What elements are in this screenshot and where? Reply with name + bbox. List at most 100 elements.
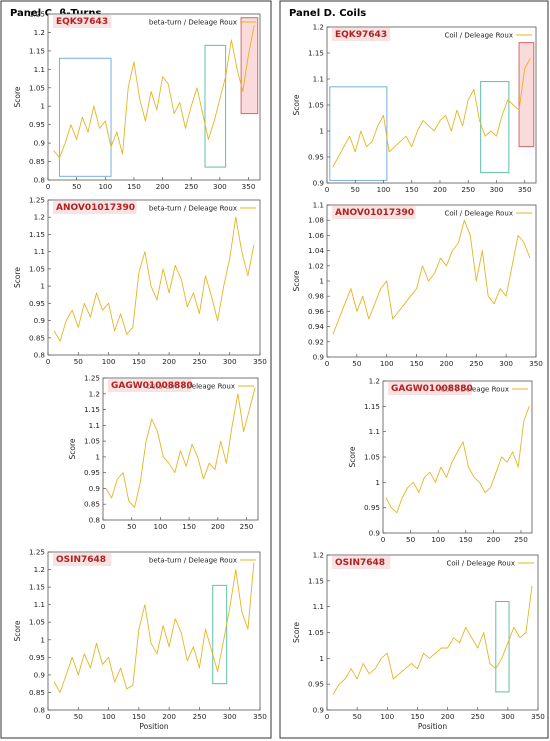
highlight-box [240, 17, 259, 115]
x-tick-label: 100 [102, 357, 116, 366]
x-tick-label: 150 [405, 185, 419, 194]
plot-area [47, 199, 261, 356]
x-tick-label: 100 [102, 712, 116, 721]
plot-area [326, 26, 537, 184]
y-tick-label: 0.95 [308, 153, 324, 162]
x-tick-label: 50 [127, 522, 137, 531]
y-axis-label: Score [13, 86, 22, 107]
plot-area [47, 13, 261, 181]
y-tick-label: 0.95 [84, 468, 100, 477]
x-tick-label: 350 [253, 712, 267, 721]
y-tick-label: 1.05 [29, 618, 45, 627]
y-tick-label: 1.1 [34, 247, 45, 256]
series-line [105, 387, 256, 508]
y-tick-label: 1.2 [34, 28, 45, 37]
y-tick-label: 1.2 [34, 565, 45, 574]
y-axis-label: Score [292, 94, 301, 115]
x-tick-label: 100 [154, 522, 168, 531]
y-tick-label: 0.85 [84, 500, 100, 509]
y-tick-label: 0.85 [29, 157, 45, 166]
y-tick-label: 0.95 [364, 503, 380, 512]
protein-label-bg [332, 28, 391, 41]
y-tick-label: 0.95 [29, 653, 45, 662]
x-tick-label: 350 [531, 712, 545, 721]
x-tick-label: 300 [213, 182, 227, 191]
y-tick-label: 1.04 [308, 246, 324, 255]
legend-label: beta-turn / Deleage Roux [149, 19, 237, 27]
x-tick-label: 250 [240, 522, 254, 531]
y-tick-label: 1.05 [84, 437, 100, 446]
series-line [53, 25, 255, 159]
chart-d-eqk97643: 0.9 0.95 1 1.05 1.1 1.15 1.2 0 50 100 150 200 250 300… [292, 23, 537, 194]
y-tick-label: 1.15 [308, 576, 324, 585]
highlight-box [204, 44, 227, 168]
legend-label: Coil / Deleage Roux [445, 210, 514, 218]
y-tick-label: 0.9 [313, 706, 325, 715]
x-tick-label: 100 [380, 712, 394, 721]
x-tick-label: 50 [353, 712, 363, 721]
y-tick-label: 1.15 [364, 402, 380, 411]
x-tick-label: 150 [132, 357, 146, 366]
x-tick-label: 200 [487, 535, 501, 544]
x-tick-label: 50 [352, 359, 362, 368]
x-tick-label: 250 [471, 712, 485, 721]
x-tick-label: 150 [410, 359, 424, 368]
chart-c-anov01017390: 0.8 0.85 0.9 0.95 1 1.05 1.1 1.15 1.2 1.25 0 50 100 1… [13, 196, 267, 367]
x-tick-label: 0 [325, 712, 330, 721]
y-tick-label: 0.9 [34, 139, 46, 148]
y-tick-label: 1.1 [369, 427, 380, 436]
chart-c-eqk97643: 0.8 0.85 0.9 0.95 1 1.05 1.1 1.15 1.2 1.25 0 50 100 1… [13, 10, 261, 191]
chart-d-gagw01008880: 0.9 0.95 1 1.05 1.1 1.15 1.2 0 50 100 150 200 250 Sco… [348, 377, 533, 544]
y-tick-label: 0.9 [313, 179, 325, 188]
protein-label: EQK97643 [335, 30, 387, 40]
protein-label-bg [108, 379, 192, 392]
y-tick-label: 1.15 [29, 46, 45, 55]
x-tick-label: 150 [411, 712, 425, 721]
x-tick-label: 200 [433, 185, 447, 194]
y-tick-label: 1.1 [313, 201, 324, 210]
y-axis-label: Score [68, 438, 77, 459]
protein-label: OSIN7648 [335, 558, 385, 568]
highlight-box [518, 42, 535, 148]
x-tick-label: 0 [381, 535, 386, 544]
y-tick-label: 1.15 [84, 405, 100, 414]
series-line [332, 219, 531, 335]
plot-area [47, 551, 261, 711]
y-tick-label: 1.05 [308, 101, 324, 110]
x-tick-label: 200 [211, 522, 225, 531]
x-tick-label: 0 [325, 185, 330, 194]
protein-label: GAGW01008880 [111, 381, 193, 391]
y-tick-label: 0.95 [29, 120, 45, 129]
x-tick-label: 100 [431, 535, 445, 544]
y-tick-label: 1 [375, 478, 380, 487]
x-tick-label: 0 [46, 712, 51, 721]
series-line [332, 585, 533, 695]
y-tick-label: 1.05 [29, 83, 45, 92]
chart-d-osin7648: 0.9 0.95 1 1.05 1.1 1.15 1.2 0 50 100 150 200 250 300… [292, 551, 545, 732]
x-tick-label: 0 [46, 357, 51, 366]
y-tick-label: 1.25 [29, 196, 45, 205]
series-line [332, 57, 531, 168]
chart-c-osin7648: 0.8 0.85 0.9 0.95 1 1.05 1.1 1.15 1.2 1.25 0 50 100 1… [13, 548, 267, 732]
y-tick-label: 1.05 [308, 628, 324, 637]
protein-label-bg [388, 382, 472, 395]
x-tick-label: 350 [253, 357, 267, 366]
y-tick-label: 0.85 [29, 688, 45, 697]
protein-label-bg [53, 553, 112, 566]
legend-label: Coil / Deleage Roux [441, 386, 510, 394]
protein-label: OSIN7648 [56, 555, 106, 565]
y-tick-label: 0.85 [29, 333, 45, 342]
y-tick-label: 0.92 [308, 337, 324, 346]
x-tick-label: 100 [377, 185, 391, 194]
y-tick-label: 1 [40, 102, 45, 111]
x-tick-label: 200 [162, 712, 176, 721]
y-tick-label: 0.9 [369, 529, 381, 538]
x-tick-label: 200 [156, 182, 170, 191]
highlight-box [480, 81, 510, 174]
y-tick-label: 0.8 [34, 706, 46, 715]
y-tick-label: 1 [40, 282, 45, 291]
x-tick-label: 150 [127, 182, 141, 191]
y-axis-label: Score [13, 267, 22, 288]
x-tick-label: 300 [490, 185, 504, 194]
